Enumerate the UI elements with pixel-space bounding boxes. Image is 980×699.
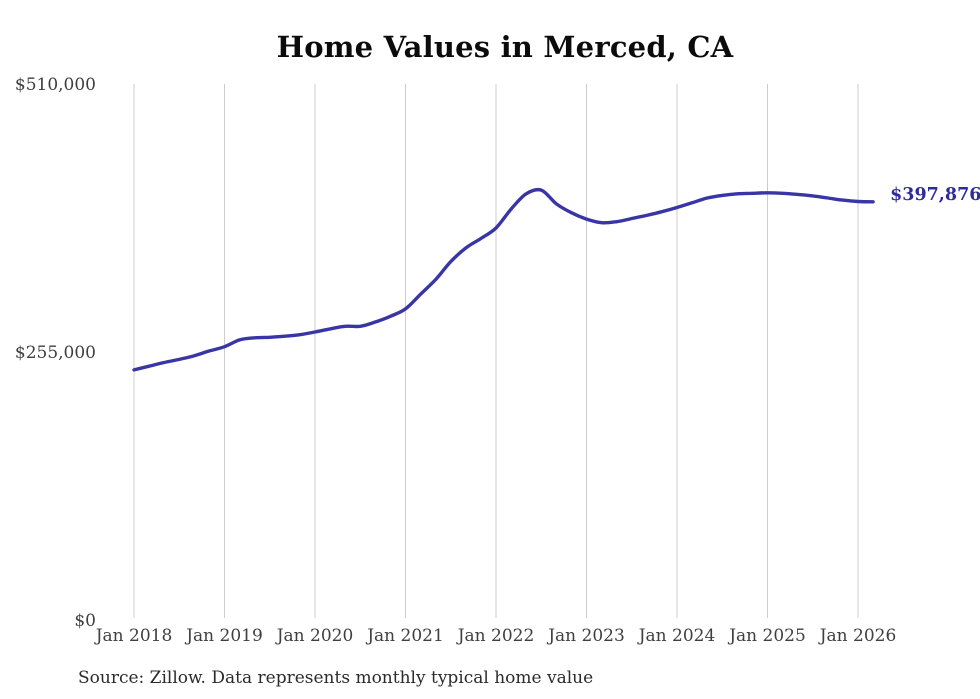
y-tick-label: $0 [74, 611, 96, 631]
x-tick-label: Jan 2026 [818, 626, 897, 646]
x-tick-label: Jan 2023 [546, 626, 625, 646]
end-value-label: $397,876 [890, 185, 980, 205]
source-note: Source: Zillow. Data represents monthly … [78, 668, 594, 688]
chart-title: Home Values in Merced, CA [276, 30, 734, 64]
y-tick-label: $510,000 [15, 75, 96, 95]
y-tick-label: $255,000 [15, 343, 96, 363]
x-tick-label: Jan 2018 [94, 626, 173, 646]
home-value-line [132, 187, 875, 372]
x-tick-label: Jan 2019 [184, 626, 263, 646]
x-tick-label: Jan 2020 [275, 626, 354, 646]
x-tick-label: Jan 2022 [456, 626, 535, 646]
x-tick-label: Jan 2021 [365, 626, 444, 646]
x-tick-label: Jan 2025 [727, 626, 806, 646]
x-tick-label: Jan 2024 [637, 626, 716, 646]
